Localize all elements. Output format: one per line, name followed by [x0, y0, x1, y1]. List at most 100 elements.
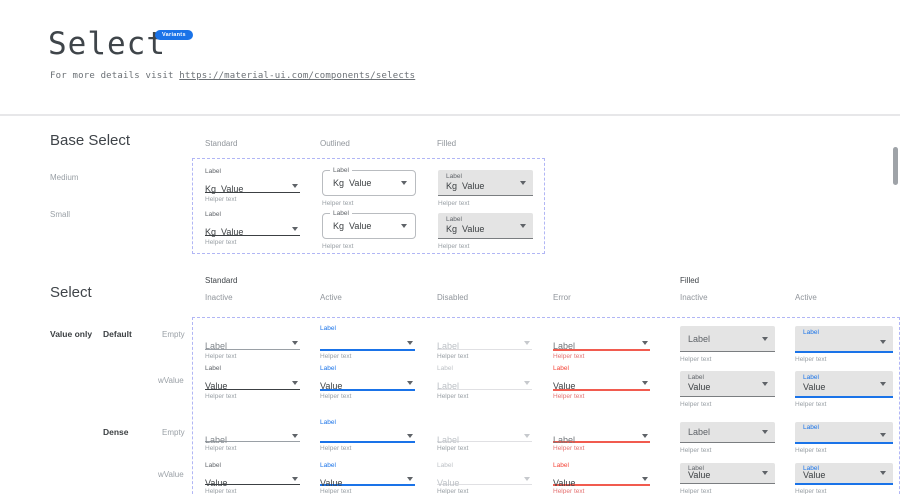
dropdown-arrow-icon [762, 336, 768, 341]
dropdown-arrow-icon [642, 380, 648, 385]
field-value: Value [688, 470, 711, 480]
select-standard-inactive-default-empty: Label Helper text [205, 336, 300, 360]
field-placeholder: Label [688, 427, 711, 437]
field-label: Label [330, 210, 352, 218]
select-control[interactable]: Label Value [437, 462, 532, 488]
field-placeholder: Label [553, 435, 576, 445]
field-value: Kg Value [205, 184, 244, 194]
select-standard-error-default-empty: Label Helper text [553, 336, 650, 360]
select-control[interactable]: Label [680, 326, 775, 352]
dropdown-arrow-icon [292, 476, 298, 481]
helper-text: Helper text [322, 243, 354, 250]
divider [0, 114, 900, 116]
select-control[interactable]: Label [205, 430, 300, 445]
row-label-wvalue: wValue [158, 470, 184, 479]
select-control[interactable]: Label [795, 326, 893, 353]
select-control[interactable]: Label Value [205, 365, 300, 391]
select-control[interactable]: Label Value [320, 365, 415, 391]
field-value: Value [437, 478, 460, 488]
helper-text: Helper text [438, 200, 470, 207]
field-label: Label [803, 465, 819, 472]
select-control[interactable]: Label Kg Value [438, 213, 533, 239]
select-control[interactable]: Label Kg Value [322, 210, 416, 239]
helper-text: Helper text [680, 356, 712, 363]
select-control[interactable]: Label [205, 336, 300, 351]
helper-text: Helper text [205, 239, 237, 246]
state-header-inactive: Inactive [205, 293, 233, 302]
select-control[interactable]: Label Value [553, 462, 650, 488]
select-control[interactable]: Label [553, 430, 650, 445]
select-filled-active-default-empty: Label Helper text [795, 326, 893, 363]
select-control[interactable]: Label [437, 430, 532, 445]
dropdown-arrow-icon [292, 380, 298, 385]
select-control[interactable]: Label Kg Value [438, 170, 533, 196]
row-label-empty: Empty [162, 330, 185, 339]
field-value: Kg Value [446, 224, 485, 234]
select-standard-disabled-dense-empty: Label Helper text [437, 430, 532, 452]
select-filled-active-dense-wvalue: Label Value Helper text [795, 463, 893, 494]
helper-text: Helper text [205, 353, 237, 360]
select-control[interactable]: Label Value [320, 462, 415, 488]
dropdown-arrow-icon [292, 340, 298, 345]
select-control[interactable]: Label Value [553, 365, 650, 391]
field-placeholder: Label [437, 341, 460, 351]
field-placeholder: Label [437, 435, 460, 445]
select-control[interactable]: Label Value [205, 462, 300, 488]
helper-text: Helper text [553, 353, 585, 360]
helper-text: Helper text [322, 200, 354, 207]
field-value: Value [320, 478, 343, 488]
page-title: Select [48, 26, 166, 62]
dropdown-arrow-icon [880, 471, 886, 475]
dropdown-arrow-icon [520, 223, 526, 228]
select-control[interactable]: Label [795, 422, 893, 444]
base-select-heading: Base Select [50, 132, 131, 149]
field-value: Value [320, 381, 343, 391]
select-control[interactable]: Label Value [795, 463, 893, 485]
select-control[interactable]: Label Value [795, 371, 893, 398]
field-label: Label [446, 216, 462, 223]
select-standard-error-default-wvalue: Label Value Helper text [553, 365, 650, 400]
field-label: Label [205, 462, 221, 469]
select-control[interactable]: Label Kg Value [205, 211, 300, 237]
field-value: Value [205, 478, 228, 488]
field-label: Label [320, 365, 336, 372]
select-control[interactable]: Label Kg Value [322, 167, 416, 196]
helper-text: Helper text [795, 488, 827, 494]
scrollbar-thumb[interactable] [893, 147, 898, 185]
dropdown-arrow-icon [292, 226, 298, 231]
column-header-standard: Standard [205, 139, 238, 148]
dropdown-arrow-icon [407, 340, 413, 345]
select-control[interactable]: Label [320, 325, 415, 351]
helper-text: Helper text [680, 447, 712, 454]
select-control[interactable]: Label Label [437, 365, 532, 391]
field-placeholder: Label [553, 341, 576, 351]
select-control[interactable]: Label [553, 336, 650, 351]
dropdown-arrow-icon [401, 224, 407, 228]
row-group-label: Value only [50, 329, 93, 339]
select-filled-active-dense-empty: Label Helper text [795, 422, 893, 454]
variant-label-dense: Dense [103, 427, 129, 437]
dropdown-arrow-icon [407, 476, 413, 481]
select-control[interactable]: Label Value [680, 463, 775, 484]
select-filled-inactive-dense-empty: Label Helper text [680, 422, 775, 454]
select-control[interactable]: Label [437, 336, 532, 351]
helper-text: Helper text [680, 401, 712, 408]
field-label: Label [688, 465, 704, 472]
field-label: Label [437, 462, 453, 469]
select-control[interactable]: Label [320, 419, 415, 443]
field-value: Label [437, 381, 460, 391]
row-header-small: Small [50, 210, 71, 219]
docs-link[interactable]: https://material-ui.com/components/selec… [179, 71, 416, 81]
field-label: Label [553, 365, 569, 372]
select-control[interactable]: Label [680, 422, 775, 443]
helper-text: Helper text [320, 488, 352, 494]
field-label: Label [437, 365, 453, 372]
field-value: Value [688, 382, 711, 392]
dropdown-arrow-icon [292, 433, 298, 438]
helper-text: Helper text [205, 445, 237, 452]
helper-text: Helper text [437, 393, 469, 400]
select-control[interactable]: Label Kg Value [205, 168, 300, 194]
select-control[interactable]: Label Value [680, 371, 775, 397]
base-outlined-small-select: Label Kg Value Helper text [322, 210, 416, 250]
